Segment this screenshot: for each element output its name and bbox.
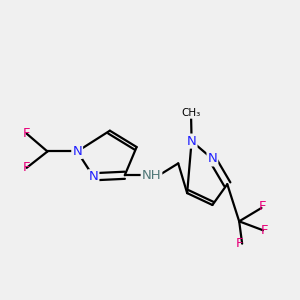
- Text: F: F: [259, 200, 267, 213]
- Text: N: N: [208, 152, 217, 165]
- Text: F: F: [261, 224, 268, 237]
- Text: NH: NH: [142, 169, 161, 182]
- Text: N: N: [72, 145, 82, 158]
- Text: N: N: [89, 170, 98, 183]
- Text: CH₃: CH₃: [182, 108, 201, 118]
- Text: F: F: [23, 161, 30, 174]
- Text: F: F: [23, 127, 30, 140]
- Text: N: N: [187, 135, 196, 148]
- Text: F: F: [236, 237, 243, 250]
